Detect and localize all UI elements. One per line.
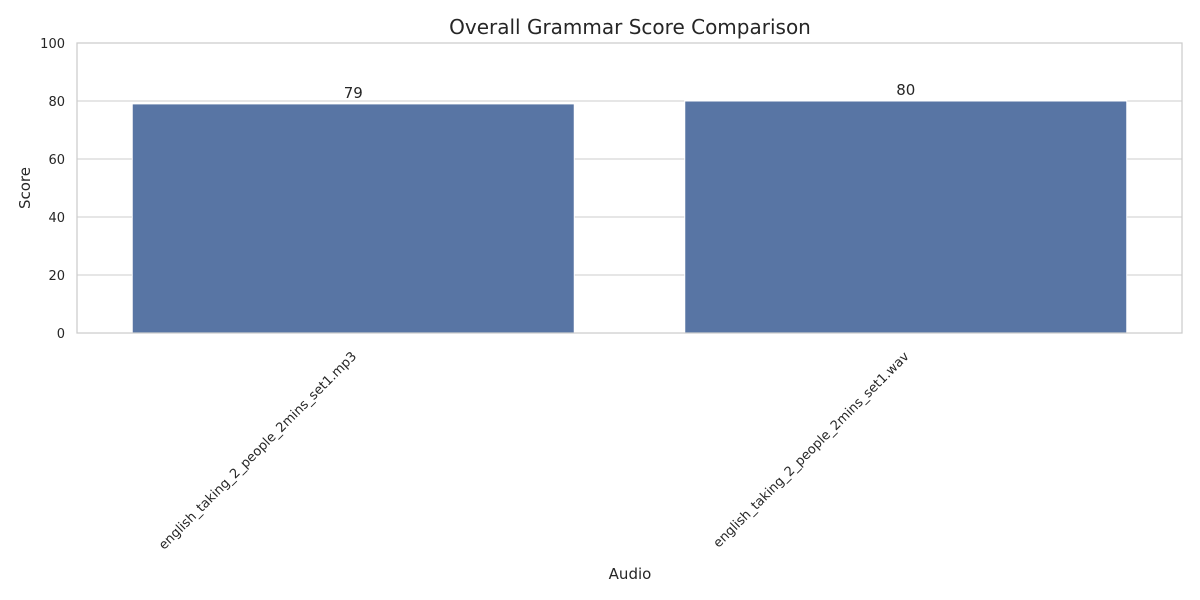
y-tick-label: 100 <box>40 37 65 52</box>
y-tick-label: 80 <box>48 95 65 110</box>
data-labels: 79 80 <box>344 81 916 102</box>
y-tick-labels: 0 20 40 60 80 100 <box>40 37 65 342</box>
plot-frame <box>76 42 1183 334</box>
x-tick-label: english_taking_2_people_2mins_set1.wav <box>711 349 913 551</box>
y-tick-label: 20 <box>48 269 65 284</box>
bar-value-label: 80 <box>896 81 915 99</box>
x-tick-labels: english_taking_2_people_2mins_set1.mp3 en… <box>156 349 913 553</box>
bar-value-label: 79 <box>344 84 363 102</box>
y-tick-label: 0 <box>57 327 65 342</box>
chart-title: Overall Grammar Score Comparison <box>449 15 811 39</box>
bar <box>131 103 575 334</box>
x-axis-label: Audio <box>609 565 652 583</box>
y-tick-label: 40 <box>48 211 65 226</box>
y-tick-label: 60 <box>48 153 65 168</box>
bars <box>131 100 1128 334</box>
y-axis-label: Score <box>16 167 34 209</box>
x-tick-label: english_taking_2_people_2mins_set1.mp3 <box>156 349 360 553</box>
bar <box>684 100 1128 334</box>
